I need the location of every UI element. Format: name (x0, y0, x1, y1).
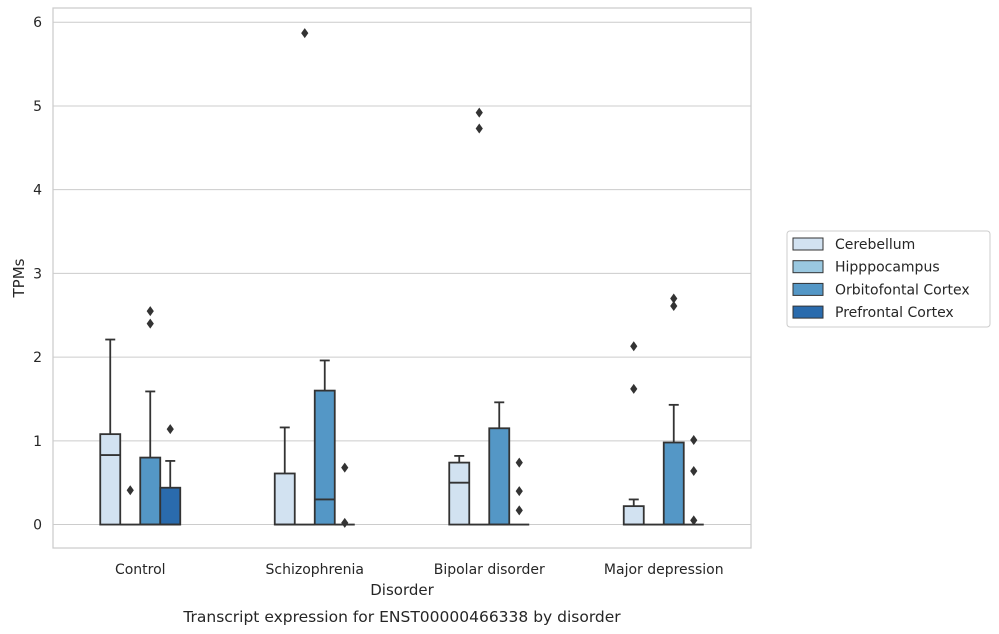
x-tick-label: Schizophrenia (266, 562, 364, 578)
box (159, 486, 182, 526)
outlier-point (690, 435, 698, 445)
outlier-point (301, 28, 309, 39)
outlier-point (515, 486, 523, 497)
box (448, 461, 471, 526)
outlier-point (690, 465, 698, 476)
y-tick-label: 4 (33, 183, 42, 199)
y-tick-label: 3 (33, 266, 42, 282)
x-tick-labels: Control Schizophrenia Bipolar disorder Majo… (115, 562, 724, 578)
box-group (488, 401, 511, 526)
chart-caption: Transcript expression for ENST0000046633… (182, 608, 621, 626)
box (622, 505, 645, 526)
box (662, 441, 685, 526)
box (139, 456, 162, 526)
box-group (313, 359, 336, 526)
outlier-point (341, 517, 349, 528)
y-tick-label: 1 (33, 434, 42, 450)
legend-swatch (792, 237, 824, 251)
outlier-point (690, 515, 698, 526)
box-group (622, 341, 645, 526)
legend-entry: Prefrontal Cortex (835, 305, 954, 321)
box (488, 427, 511, 526)
x-tick-label: Major depression (604, 562, 724, 578)
outlier-point (515, 505, 523, 516)
plot-frame (52, 7, 752, 549)
legend-entry: Orbitofontal Cortex (835, 282, 970, 298)
y-axis-label: TPMs (10, 258, 28, 298)
box-group (294, 28, 315, 526)
outlier-point (670, 301, 678, 312)
y-tick-labels: 0 1 2 3 4 5 6 (33, 15, 42, 533)
outlier-point (166, 424, 174, 435)
outlier-point (146, 306, 154, 317)
x-tick-label: Bipolar disorder (434, 562, 545, 578)
outlier-point (475, 123, 483, 134)
outlier-point (341, 462, 349, 473)
box-group (448, 455, 471, 526)
y-tick-label: 6 (33, 15, 42, 31)
box (313, 389, 336, 526)
x-axis-label: Disorder (370, 581, 434, 599)
box-series (99, 28, 704, 528)
legend-swatch (792, 260, 824, 274)
box (99, 433, 122, 526)
legend: Cerebellum Hipppocampus Orbitofontal Corte… (786, 230, 991, 328)
y-tick-label: 0 (33, 518, 42, 534)
box-group (273, 426, 296, 526)
x-tick-label: Control (115, 562, 166, 578)
box-group (509, 457, 530, 526)
box (273, 472, 296, 526)
box-group (683, 435, 704, 526)
legend-swatch (792, 305, 824, 319)
box-group (120, 485, 141, 526)
outlier-point (146, 318, 154, 329)
box-group (99, 338, 122, 526)
legend-entry: Cerebellum (835, 237, 915, 253)
legend-frame (786, 230, 991, 328)
y-tick-label: 5 (33, 99, 42, 115)
outlier-point (475, 107, 483, 118)
y-tick-label: 2 (33, 350, 42, 366)
outlier-point (515, 457, 523, 468)
box-group (334, 462, 355, 528)
box-group (159, 424, 182, 526)
box-group (139, 306, 162, 526)
outlier-point (126, 485, 134, 496)
gridlines (53, 21, 751, 526)
legend-entry: Hipppocampus (835, 260, 940, 276)
box-group (662, 293, 685, 526)
box-group (469, 107, 490, 526)
outlier-point (670, 293, 678, 304)
legend-swatch (792, 282, 824, 296)
outlier-point (630, 341, 638, 352)
outlier-point (630, 383, 638, 394)
